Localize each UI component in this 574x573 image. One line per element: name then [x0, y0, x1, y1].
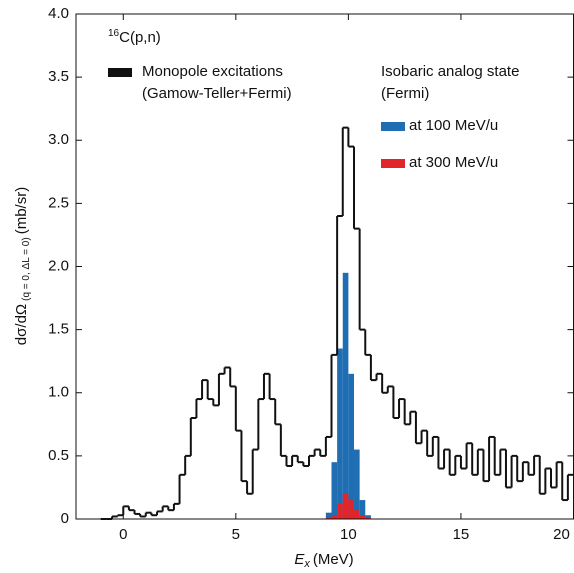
histogram-bar — [348, 373, 355, 519]
histogram-bar — [354, 510, 360, 519]
y-tick-label: 1.5 — [48, 321, 69, 338]
y-tick-label: 2.0 — [48, 257, 69, 274]
y-label-unit: (mb/sr) — [13, 187, 30, 235]
legend-swatch — [381, 159, 405, 168]
legend-group-note: (Fermi) — [381, 85, 429, 102]
y-label-main: dσ/dΩ — [13, 304, 30, 345]
histogram-bar — [342, 272, 349, 519]
y-label-sub: (q = 0, ΔL = 0) — [21, 237, 32, 301]
histogram-bar — [359, 500, 366, 519]
x-tick-label: 5 — [232, 526, 240, 543]
x-tick-label: 0 — [119, 526, 127, 543]
histogram-bar — [331, 515, 338, 519]
histogram-bar — [337, 503, 343, 519]
histogram-bar — [354, 449, 360, 519]
x-label-sub: x — [303, 558, 310, 570]
x-label-unit: (MeV) — [313, 551, 354, 568]
legend-label: at 100 MeV/u — [409, 117, 498, 134]
legend-group-title: Isobaric analog state — [381, 63, 519, 80]
histogram-bar — [348, 500, 355, 519]
x-label-main: E — [294, 551, 305, 568]
legend-swatch — [381, 122, 405, 131]
histogram-bar — [331, 462, 338, 519]
x-axis-label: Ex (MeV) — [294, 551, 353, 570]
histogram-bar — [325, 517, 332, 519]
x-tick-label: 10 — [340, 526, 357, 543]
reaction-label: 16C(p,n) — [108, 28, 161, 46]
legend-note: (Gamow-Teller+Fermi) — [142, 85, 292, 102]
x-tick-label: 15 — [453, 526, 470, 543]
histogram-bar — [342, 493, 349, 519]
y-tick-label: 1.0 — [48, 384, 69, 401]
reaction: C(p,n) — [119, 29, 161, 46]
x-tick-label: 20 — [553, 526, 570, 543]
histogram-bar — [365, 515, 371, 519]
histogram-bar — [337, 348, 343, 519]
y-axis-label: dσ/dΩ (q = 0, ΔL = 0) (mb/sr) — [13, 187, 32, 345]
y-tick-label: 0.5 — [48, 447, 69, 464]
y-tick-label: 0 — [61, 510, 69, 527]
histogram-bar — [365, 517, 371, 519]
y-tick-label: 4.0 — [48, 5, 69, 22]
y-tick-label: 3.5 — [48, 68, 69, 85]
y-tick-label: 2.5 — [48, 194, 69, 211]
legend-label: at 300 MeV/u — [409, 154, 498, 171]
histogram-bar — [359, 515, 366, 519]
legend-swatch — [108, 68, 132, 77]
y-tick-label: 3.0 — [48, 131, 69, 148]
histogram-bar — [325, 512, 332, 519]
legend-label: Monopole excitations — [142, 63, 283, 80]
mass-number: 16 — [108, 28, 120, 39]
